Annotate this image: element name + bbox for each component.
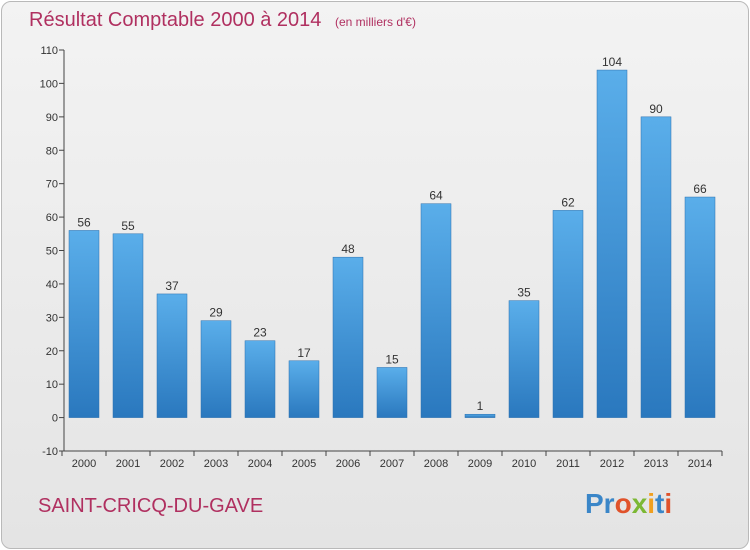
y-tick-label: 70 [46,179,58,191]
commune-name: SAINT-CRICQ-DU-GAVE [38,495,264,517]
bar-value-label: 55 [121,219,135,233]
bar-value-label: 23 [253,326,267,340]
bar-2007 [376,367,408,418]
x-tick-label: 2002 [160,458,184,470]
chart-title: Résultat Comptable 2000 à 2014 (en milli… [29,9,416,32]
bar-value-label: 104 [602,55,622,69]
bar-2003 [200,320,232,418]
bar-2008 [420,203,452,418]
bar-value-label: 17 [297,346,311,360]
bar-2006 [332,256,364,418]
x-tick-label: 2009 [468,458,492,470]
y-tick-label: 30 [46,312,58,324]
y-tick-label: 60 [46,212,58,224]
bar-2002 [156,293,188,418]
bar-value-label: 29 [209,306,223,320]
bar-value-label: 37 [165,279,179,293]
bar-2004 [244,340,276,418]
bar-2010 [508,300,540,418]
bar-value-label: 48 [341,242,355,256]
x-tick-label: 2004 [248,458,272,470]
y-tick-label: 110 [40,45,58,57]
logo-part: i [664,488,673,519]
chart-unit-label: (en milliers d'€) [334,15,416,29]
logo-part: Pr [585,488,615,519]
y-tick-label: 0 [52,413,58,425]
logo-part: i [647,488,656,519]
x-tick-label: 2008 [424,458,448,470]
bar-2000 [68,230,100,418]
bar-2005 [288,360,320,418]
x-tick-label: 2012 [600,458,624,470]
logo-part: o [614,488,632,519]
logo-part: t [655,488,665,519]
x-tick-label: 2010 [512,458,536,470]
bar-value-label: 15 [385,352,399,366]
y-tick-label: 40 [46,279,58,291]
chart-title-text: Résultat Comptable 2000 à 2014 [29,9,322,31]
y-tick-label: 10 [46,379,58,391]
bar-2013 [640,116,672,418]
x-tick-label: 2007 [380,458,404,470]
bar-value-label: 35 [517,286,531,300]
bar-2011 [552,210,584,418]
bar-2014 [684,196,716,418]
x-tick-label: 2006 [336,458,360,470]
bar-value-label: 62 [561,195,575,209]
bar-2012 [596,69,628,418]
x-tick-label: 2001 [116,458,140,470]
bar-value-label: 66 [693,182,707,196]
y-tick-label: 100 [40,78,58,90]
bar-value-label: 90 [649,102,663,116]
x-tick-label: 2014 [688,458,712,470]
x-tick-label: 2000 [72,458,96,470]
x-tick-label: 2005 [292,458,316,470]
y-tick-label: 80 [46,145,58,157]
x-tick-label: 2013 [644,458,668,470]
bar-2009 [464,413,496,418]
x-tick-label: 2011 [556,458,580,470]
logo-part: x [631,488,648,519]
bar-2001 [112,233,144,418]
x-tick-label: 2003 [204,458,228,470]
bar-value-label: 64 [429,189,443,203]
y-tick-label: -10 [42,446,58,458]
y-tick-label: 90 [46,112,58,124]
y-tick-label: 20 [46,346,58,358]
bar-value-label: 56 [77,215,91,229]
y-tick-label: 50 [46,246,58,258]
proxiti-logo: Proxiti [585,488,672,520]
bar-value-label: 1 [477,399,484,413]
